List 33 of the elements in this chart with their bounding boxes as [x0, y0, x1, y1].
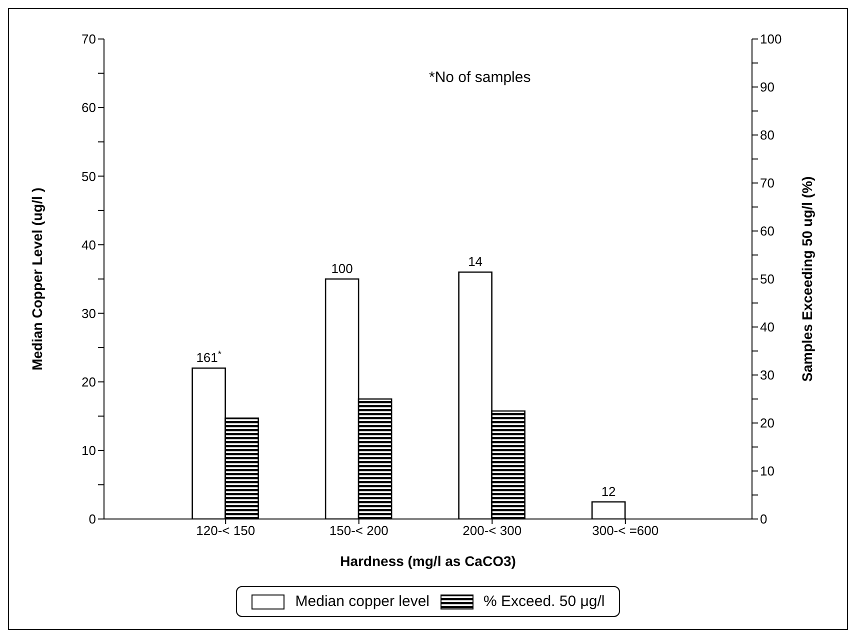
- y2-axis-title: Samples Exceeding 50 ug/l (%): [798, 176, 815, 382]
- annotation: *No of samples: [429, 69, 531, 86]
- legend-label: % Exceed. 50 μg/l: [484, 593, 605, 610]
- y-tick-label: 70: [82, 32, 96, 47]
- annotation: 14: [468, 254, 483, 270]
- y-tick-label: 20: [82, 374, 96, 390]
- y-tick-label: 10: [82, 443, 96, 458]
- x-axis-title: Hardness (mg/l as CaCO3): [340, 553, 516, 569]
- annotation: 161$^{*}$: [196, 349, 222, 366]
- annotation: 12: [601, 484, 616, 499]
- y2-tick-label: 90: [760, 80, 774, 95]
- y2-tick-label: 0: [760, 512, 768, 527]
- y2-tick-label: 60: [760, 224, 774, 239]
- y-tick-label: 50: [82, 168, 96, 184]
- x-tick-label: 300-< =600: [592, 523, 659, 538]
- y2-tick-label: 100: [760, 32, 782, 47]
- x-tick-label: 150-< 200: [329, 523, 388, 538]
- y2-tick-label: 50: [760, 272, 774, 287]
- y-tick-label: 60: [82, 100, 96, 116]
- y2-tick-label: 80: [760, 128, 774, 143]
- annotation: 100: [331, 261, 353, 276]
- y-tick-label: 0: [88, 512, 96, 527]
- x-tick-label: 120-< 150: [196, 523, 256, 538]
- y-axis-title: Median Copper Level (ug/l ): [28, 188, 45, 370]
- y-tick-label: 40: [82, 237, 96, 252]
- y2-tick-label: 40: [760, 320, 774, 335]
- legend-label: Median copper level: [295, 593, 430, 610]
- x-tick-label: 200-< 300: [462, 523, 522, 538]
- y2-tick-label: 10: [760, 464, 774, 479]
- y2-tick-label: 20: [760, 416, 774, 431]
- y2-tick-label: 30: [760, 368, 774, 383]
- y-tick-label: 30: [82, 306, 96, 321]
- y2-tick-label: 70: [760, 176, 774, 191]
